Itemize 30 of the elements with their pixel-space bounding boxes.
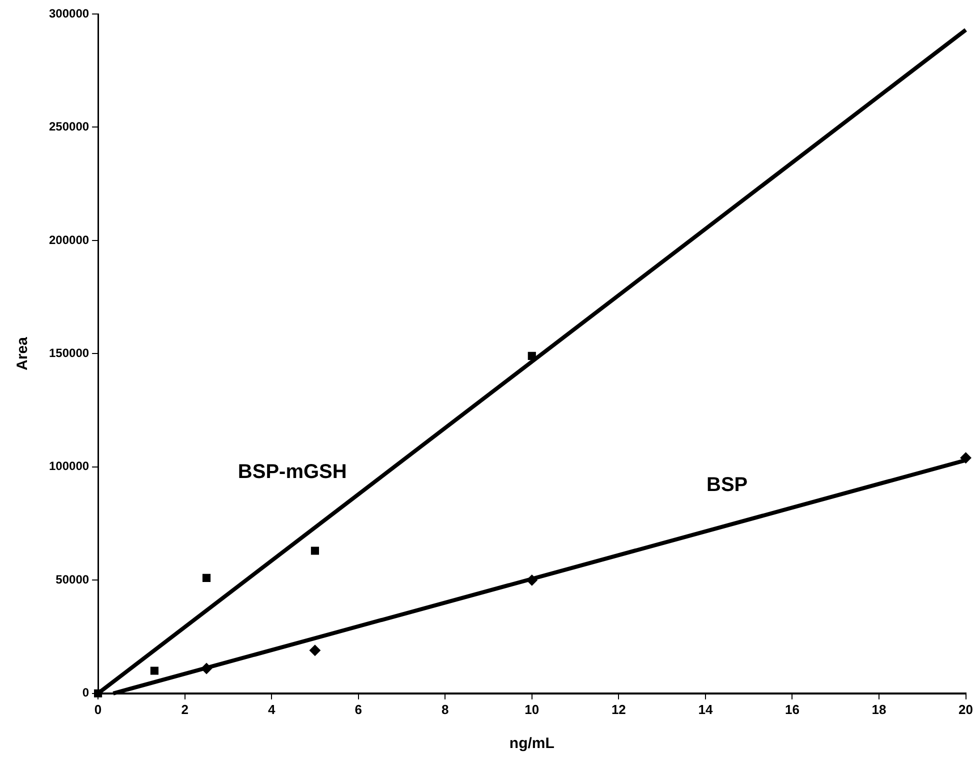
x-tick-label: 0	[94, 702, 102, 717]
y-tick-label: 0	[82, 686, 90, 700]
x-tick-label: 8	[442, 702, 449, 717]
x-tick-label: 20	[958, 702, 974, 717]
x-tick-label: 2	[181, 702, 188, 717]
point	[150, 666, 158, 675]
x-tick-label: 4	[268, 702, 276, 717]
x-tick-label: 16	[784, 702, 800, 717]
x-tick-label: 10	[524, 702, 540, 717]
y-tick-label: 250000	[48, 120, 90, 134]
y-tick-label: 150000	[48, 346, 90, 360]
x-tick-label: 6	[354, 702, 362, 717]
point	[310, 546, 320, 555]
y-tick-label: 50000	[56, 572, 90, 586]
x-tick-label: 12	[611, 702, 626, 717]
y-tick-label: 200000	[48, 232, 90, 247]
series-label: BSP-mGSH	[238, 460, 347, 483]
series-label: BSP	[706, 474, 748, 496]
y-axis-title: Area	[14, 336, 32, 370]
point	[94, 689, 102, 698]
point	[201, 662, 212, 674]
point	[960, 452, 972, 464]
point	[528, 352, 536, 360]
x-axis-title: ng/mL	[509, 735, 554, 752]
x-tick-label: 18	[872, 702, 886, 717]
x-tick-label: 14	[698, 702, 714, 717]
y-tick-label: 100000	[48, 459, 90, 474]
y-tick-label: 300000	[48, 6, 90, 20]
point	[309, 644, 320, 656]
point	[202, 574, 211, 582]
